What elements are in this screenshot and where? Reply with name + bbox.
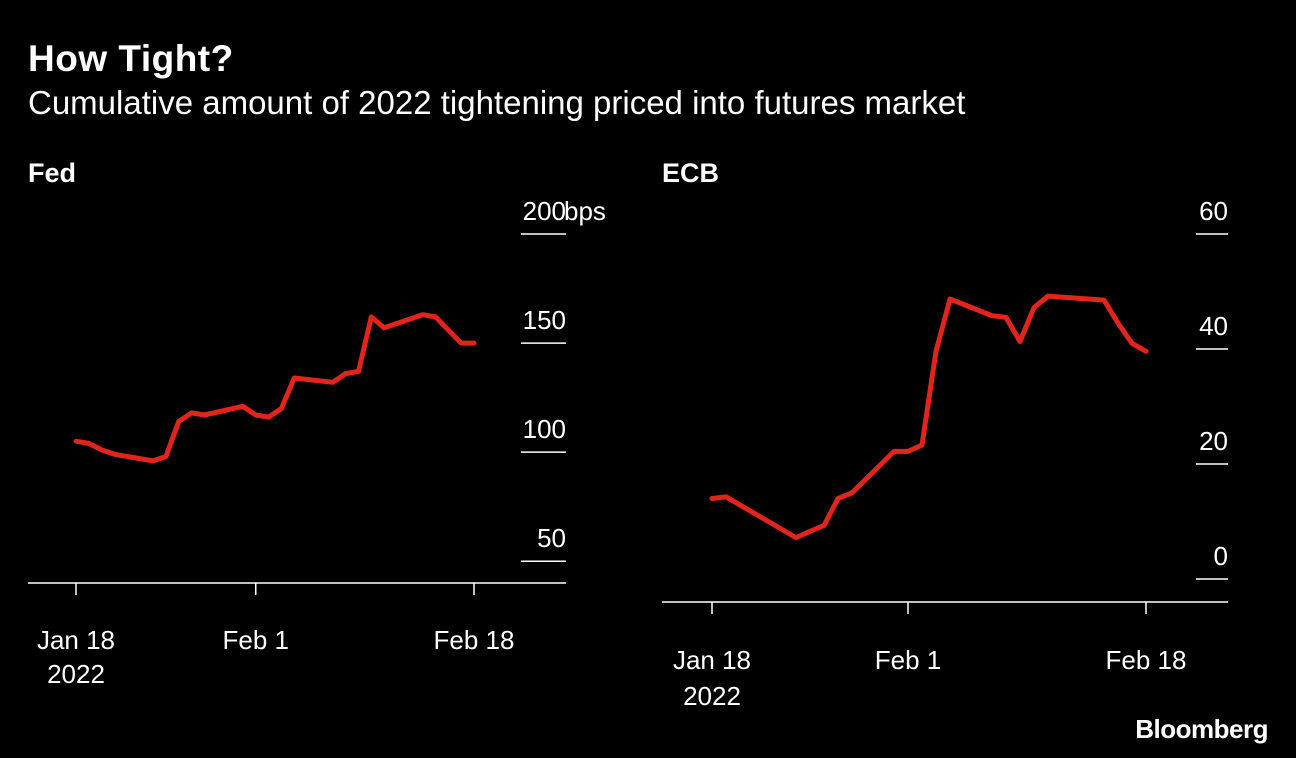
ecb-y-tick-label: 40: [1199, 311, 1228, 341]
ecb-x-tick-label: Feb 18: [1106, 645, 1187, 675]
ecb-x-tick-label: Feb 1: [875, 645, 942, 675]
fed-series-line: [73, 312, 477, 464]
ecb-y-tick-label: 0: [1214, 541, 1228, 571]
bloomberg-logo: Bloomberg: [1135, 714, 1268, 744]
ecb-x-tick-sublabel: 2022: [683, 681, 741, 711]
fed-y-tick-label: 100: [523, 414, 566, 444]
fed-y-unit-label: bps: [564, 196, 606, 226]
ecb-y-tick-label: 20: [1199, 426, 1228, 456]
fed-x-tick-label: Jan 18: [37, 625, 115, 655]
ecb-y-tick-label: 60: [1199, 196, 1228, 226]
chart-subtitle: Cumulative amount of 2022 tightening pri…: [28, 84, 966, 121]
fed-y-tick-label: 150: [523, 305, 566, 335]
ecb-series-line: [709, 293, 1149, 541]
fed-y-tick-label: 50: [537, 523, 566, 553]
chart-title: How Tight?: [28, 38, 234, 79]
ecb-x-tick-label: Jan 18: [673, 645, 751, 675]
fed-x-tick-label: Feb 18: [434, 625, 515, 655]
fed-panel-title: Fed: [28, 158, 77, 188]
fed-x-tick-label: Feb 1: [222, 625, 289, 655]
ecb-panel-title: ECB: [662, 158, 720, 188]
fed-x-tick-sublabel: 2022: [47, 659, 105, 689]
fed-y-tick-label: 200: [523, 196, 566, 226]
